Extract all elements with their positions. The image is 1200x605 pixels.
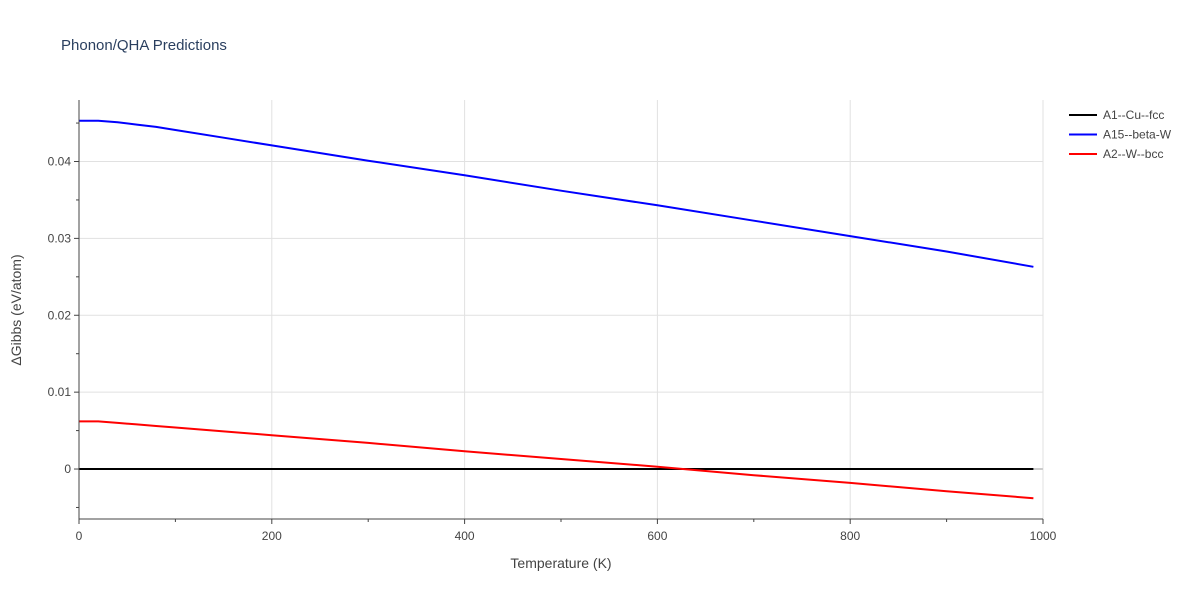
legend-item[interactable]: A1--Cu--fcc — [1069, 108, 1164, 122]
series-line-1 — [79, 119, 1034, 268]
chart-title: Phonon/QHA Predictions — [61, 37, 227, 54]
legend: A1--Cu--fcc A15--beta-W A2--W--bcc — [1069, 108, 1172, 161]
axes — [74, 100, 1044, 524]
tick-labels: 0 200 400 600 800 1000 0 0.01 0.02 0.03 0.04 — [48, 155, 1057, 543]
legend-label: A1--Cu--fcc — [1103, 108, 1164, 122]
x-tick-label: 400 — [455, 529, 475, 543]
legend-item[interactable]: A2--W--bcc — [1069, 147, 1163, 161]
x-tick-label: 200 — [262, 529, 282, 543]
y-tick-label: 0.03 — [48, 231, 72, 245]
x-tick-label: 0 — [76, 529, 83, 543]
series-lines — [79, 119, 1034, 500]
legend-label: A2--W--bcc — [1103, 147, 1163, 161]
x-tick-label: 600 — [647, 529, 667, 543]
y-tick-label: 0.01 — [48, 385, 72, 399]
y-tick-label: 0.04 — [48, 155, 72, 169]
y-tick-label: 0.02 — [48, 308, 72, 322]
y-tick-label: 0 — [64, 462, 71, 476]
x-axis-title: Temperature (K) — [510, 555, 611, 571]
series-line-2 — [79, 420, 1034, 500]
x-tick-label: 1000 — [1030, 529, 1057, 543]
legend-label: A15--beta-W — [1103, 128, 1172, 142]
x-tick-label: 800 — [840, 529, 860, 543]
legend-item[interactable]: A15--beta-W — [1069, 128, 1172, 142]
y-axis-title: ΔGibbs (eV/atom) — [8, 254, 24, 365]
